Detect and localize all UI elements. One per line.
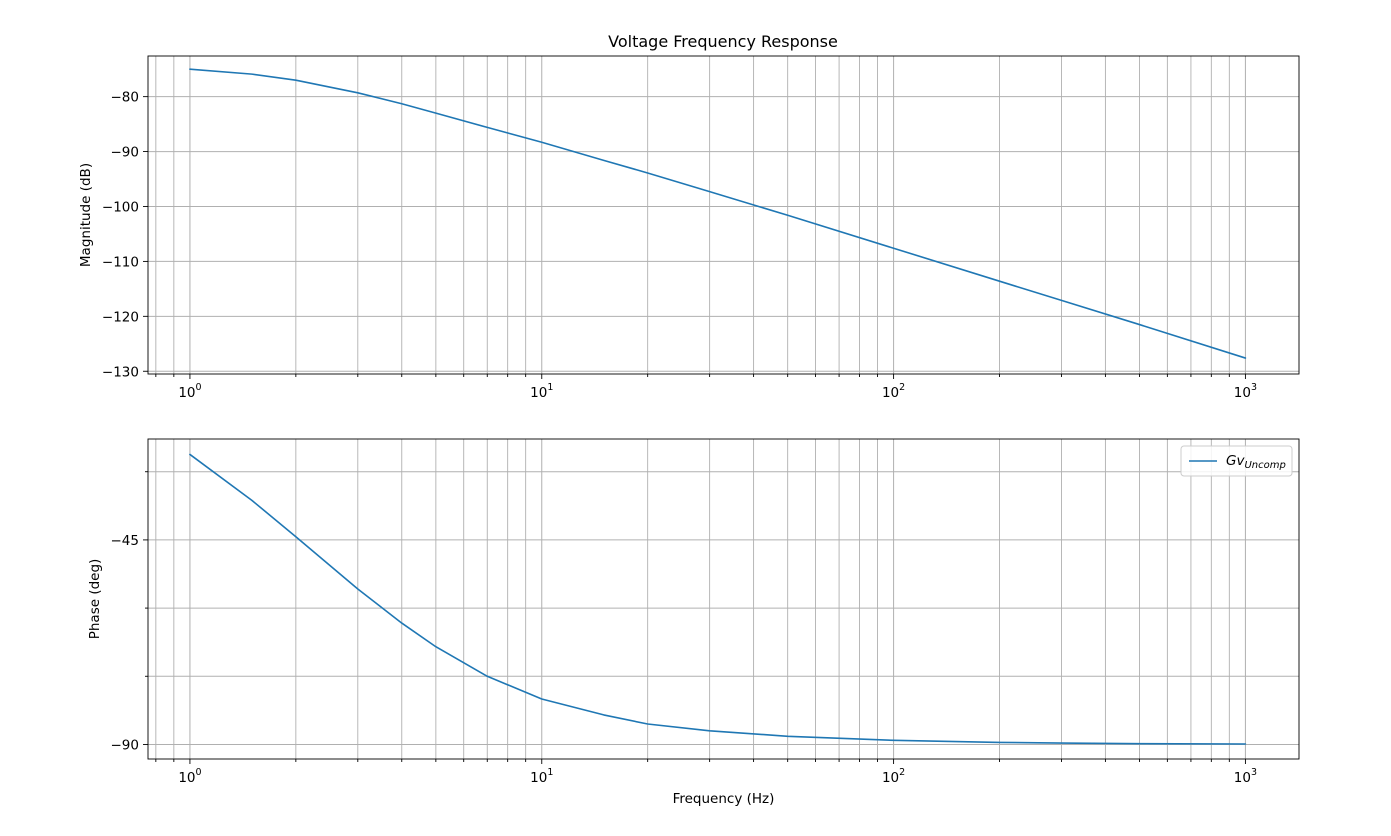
y-tick-label: −100 <box>102 199 139 215</box>
y-tick-label: −130 <box>102 364 139 380</box>
y-tick-label: −120 <box>102 309 139 325</box>
y-tick-label: −45 <box>111 533 140 549</box>
y-tick-label: −80 <box>111 90 140 106</box>
x-axis-label: Frequency (Hz) <box>673 791 775 807</box>
y-axis-label: Magnitude (dB) <box>78 163 94 267</box>
chart-title: Voltage Frequency Response <box>608 32 838 51</box>
y-tick-label: −90 <box>111 737 140 753</box>
legend: GvUncomp <box>1181 446 1292 476</box>
y-tick-label: −90 <box>111 145 140 161</box>
y-axis-label: Phase (deg) <box>87 559 103 640</box>
y-tick-label: −110 <box>102 254 139 270</box>
